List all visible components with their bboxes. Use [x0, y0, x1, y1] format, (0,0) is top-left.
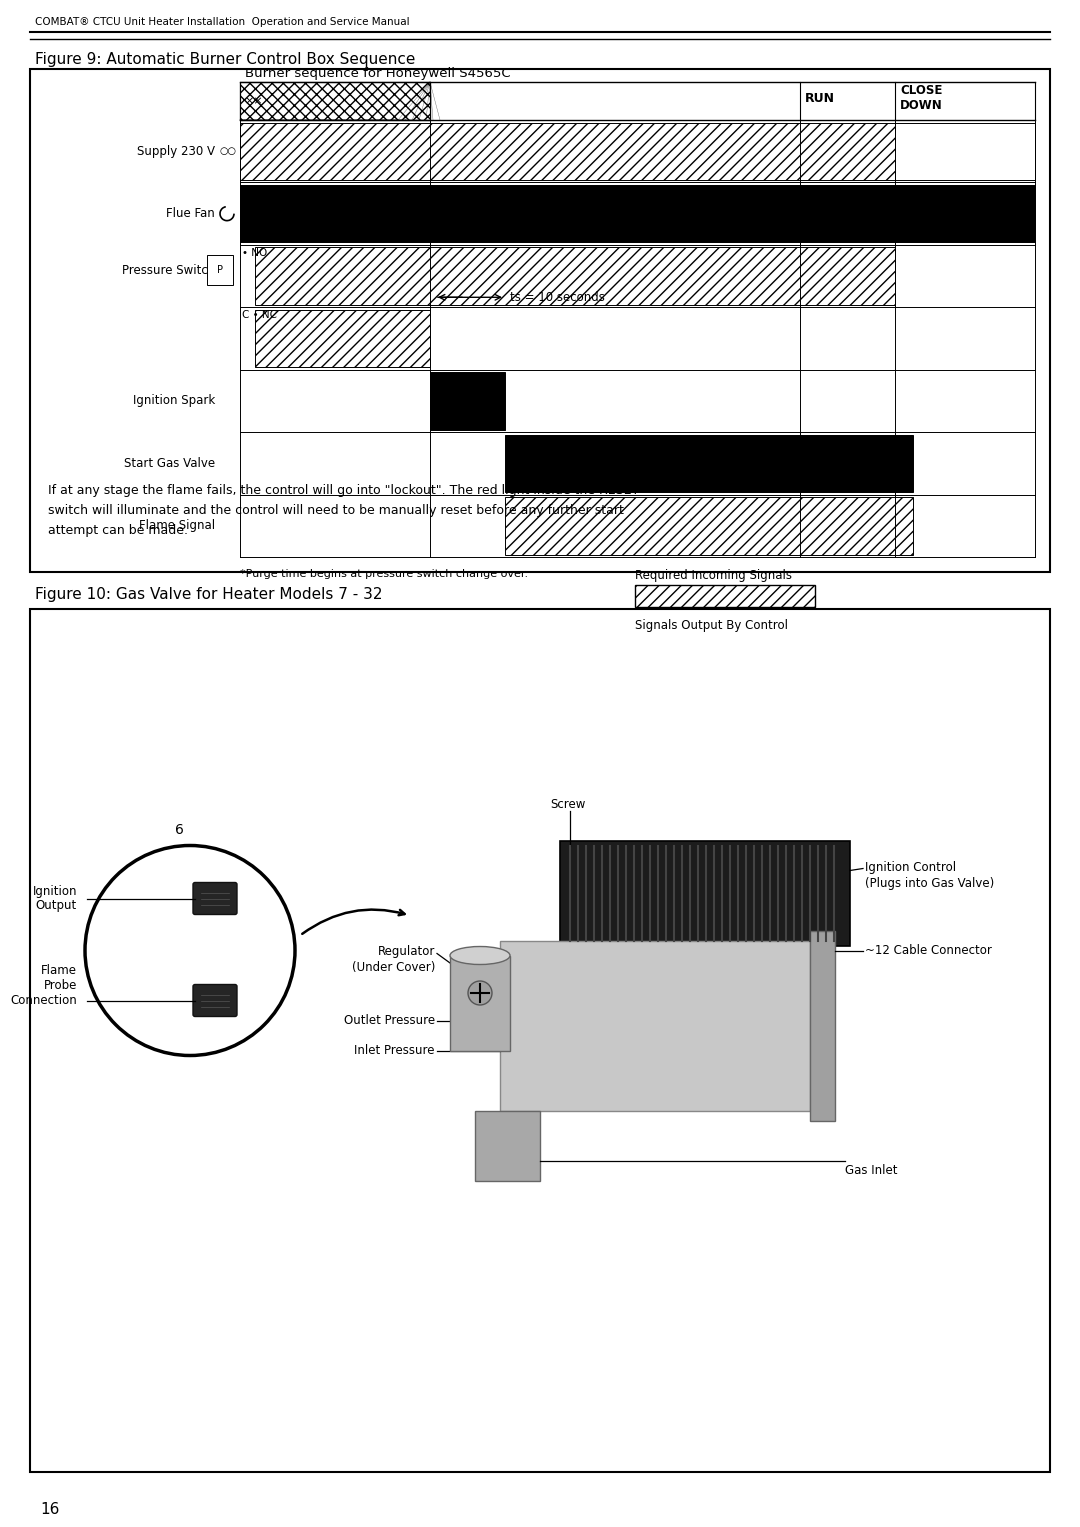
- Text: 16: 16: [40, 1503, 59, 1516]
- Text: *Purge time begins at pressure switch change over.: *Purge time begins at pressure switch ch…: [240, 570, 528, 579]
- Text: Figure 9: Automatic Burner Control Box Sequence: Figure 9: Automatic Burner Control Box S…: [35, 52, 416, 67]
- Text: Gas Inlet: Gas Inlet: [845, 1164, 897, 1177]
- Text: 30 Sec. Purge*: 30 Sec. Purge*: [299, 217, 386, 231]
- Text: Supply 230 V: Supply 230 V: [137, 145, 215, 157]
- Text: Required Incoming Signals: Required Incoming Signals: [635, 570, 792, 582]
- Text: Pressure Switch: Pressure Switch: [122, 264, 215, 276]
- Bar: [450, 956, 510, 1051]
- Text: Figure 10: Gas Valve for Heater Models 7 - 32: Figure 10: Gas Valve for Heater Models 7…: [35, 586, 382, 602]
- Bar: [895, 122, 1035, 180]
- Text: Inlet Pressure: Inlet Pressure: [354, 1044, 435, 1057]
- Text: Signals Output By Control: Signals Output By Control: [635, 618, 788, 632]
- Bar: [561, 840, 850, 945]
- FancyBboxPatch shape: [193, 985, 237, 1017]
- Circle shape: [468, 980, 492, 1005]
- Text: RUN: RUN: [805, 93, 835, 105]
- Bar: [635, 632, 815, 654]
- Text: ~12 Cable Connector: ~12 Cable Connector: [865, 944, 991, 957]
- Bar: [30, 609, 1050, 1472]
- Bar: [240, 122, 895, 180]
- Bar: [30, 69, 1050, 573]
- Text: (Plugs into Gas Valve): (Plugs into Gas Valve): [865, 876, 995, 890]
- Text: attempt can be made.: attempt can be made.: [48, 524, 188, 538]
- Text: Outlet Pressure: Outlet Pressure: [343, 1014, 435, 1028]
- Text: Flame
Probe
Connection: Flame Probe Connection: [10, 964, 77, 1006]
- Bar: [505, 435, 895, 492]
- Text: Screw: Screw: [550, 797, 585, 811]
- Text: Regulator: Regulator: [378, 945, 435, 959]
- Text: ⨯⨯: ⨯⨯: [244, 96, 262, 105]
- Bar: [240, 82, 430, 121]
- Text: Ignition Control: Ignition Control: [865, 861, 956, 873]
- Bar: [255, 247, 895, 305]
- Text: ○○: ○○: [220, 147, 237, 156]
- Text: Flue Fan: Flue Fan: [166, 208, 215, 220]
- Bar: [505, 498, 913, 554]
- Text: If at any stage the flame fails, the control will go into "lockout". The red lig: If at any stage the flame fails, the con…: [48, 484, 639, 496]
- Text: ts = 10 seconds: ts = 10 seconds: [510, 290, 605, 304]
- Bar: [255, 310, 430, 366]
- Bar: [240, 185, 1035, 243]
- Text: Ignition
Output: Ignition Output: [32, 884, 77, 913]
- Text: Start Gas Valve: Start Gas Valve: [124, 457, 215, 470]
- Text: C • NC: C • NC: [242, 310, 276, 321]
- Text: • NO: • NO: [242, 247, 267, 258]
- Text: 6: 6: [175, 823, 184, 837]
- Text: switch will illuminate and the control will need to be manually reset before any: switch will illuminate and the control w…: [48, 504, 624, 518]
- Text: DOWN: DOWN: [900, 99, 943, 111]
- Bar: [895, 435, 913, 492]
- Bar: [635, 585, 815, 608]
- Text: COMBAT® CTCU Unit Heater Installation  Operation and Service Manual: COMBAT® CTCU Unit Heater Installation Op…: [35, 17, 409, 27]
- Text: CLOSE: CLOSE: [900, 84, 943, 98]
- Text: Flame Signal: Flame Signal: [139, 519, 215, 533]
- Bar: [810, 930, 835, 1121]
- Bar: [500, 941, 810, 1110]
- Ellipse shape: [450, 947, 510, 965]
- Bar: [430, 373, 505, 429]
- Text: Burner sequence for Honeywell S4565C: Burner sequence for Honeywell S4565C: [245, 67, 511, 79]
- Bar: [475, 1110, 540, 1180]
- FancyBboxPatch shape: [193, 883, 237, 915]
- Bar: [240, 82, 430, 121]
- Text: P: P: [217, 266, 222, 275]
- Text: (Under Cover): (Under Cover): [352, 962, 435, 974]
- Text: Ignition Spark: Ignition Spark: [133, 394, 215, 408]
